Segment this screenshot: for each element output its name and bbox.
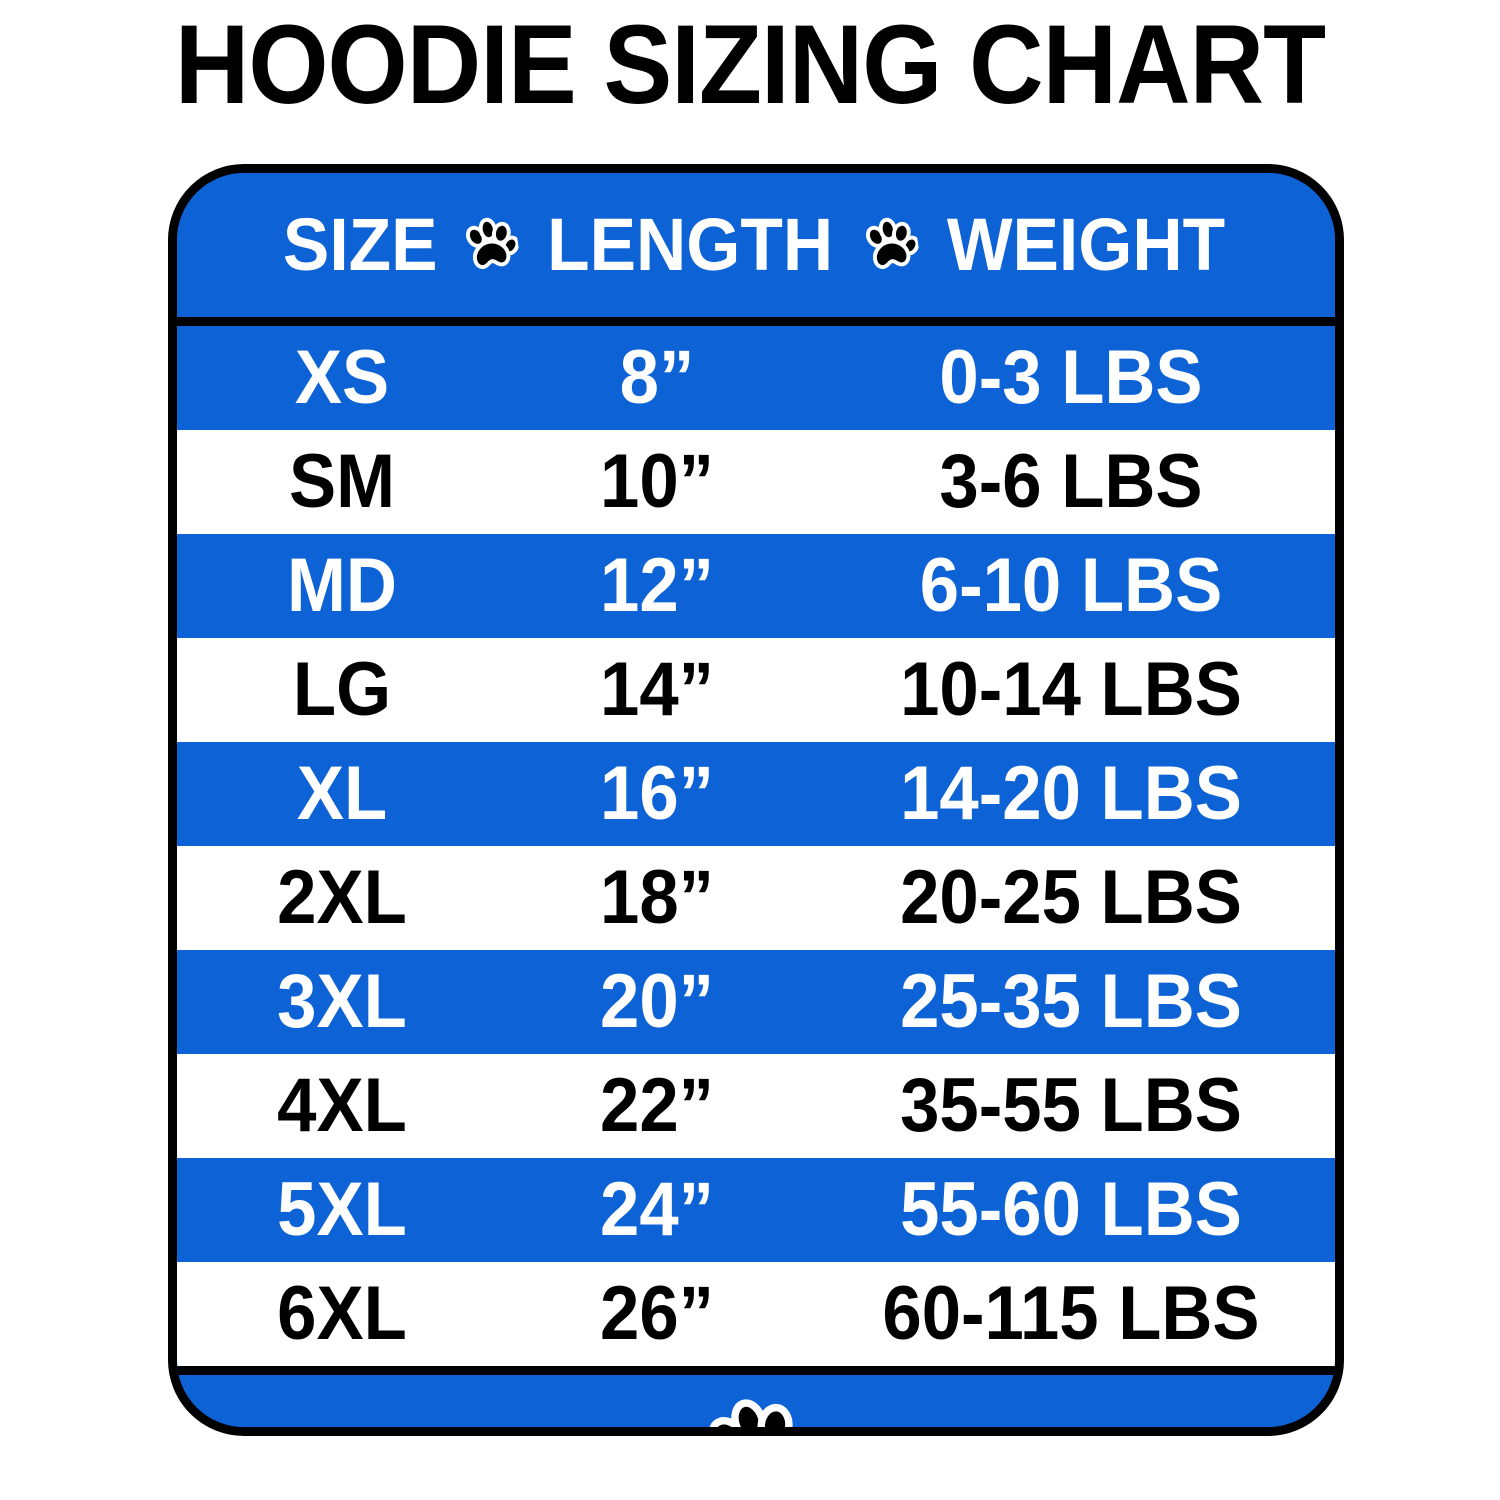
cell-size: 2XL xyxy=(277,855,407,940)
cell-size: 4XL xyxy=(277,1063,407,1148)
cell-length: 24” xyxy=(600,1167,714,1252)
cell-weight: 10-14 LBS xyxy=(900,647,1242,732)
table-row: XS 8” 0-3 LBS xyxy=(177,326,1335,430)
table-body: XS 8” 0-3 LBS SM 10” 3-6 LBS MD 12” 6-10 LBS LG 14… xyxy=(177,326,1335,1366)
table-row: XL 16” 14-20 LBS xyxy=(177,742,1335,846)
cell-size: XL xyxy=(296,751,388,836)
cell-weight: 3-6 LBS xyxy=(939,439,1203,524)
table-header-row: SIZE LENGTH xyxy=(177,173,1335,326)
cell-weight: 20-25 LBS xyxy=(900,855,1242,940)
paw-print-icon xyxy=(859,213,922,276)
cell-weight: 35-55 LBS xyxy=(900,1063,1242,1148)
cell-weight: 6-10 LBS xyxy=(919,543,1223,628)
table-row: SM 10” 3-6 LBS xyxy=(177,430,1335,534)
table-row: 5XL 24” 55-60 LBS xyxy=(177,1158,1335,1262)
cell-weight: 14-20 LBS xyxy=(900,751,1242,836)
cell-length: 18” xyxy=(600,855,714,940)
table-row: LG 14” 10-14 LBS xyxy=(177,638,1335,742)
cell-length: 10” xyxy=(600,439,714,524)
cell-length: 8” xyxy=(619,335,695,420)
cell-weight: 60-115 LBS xyxy=(882,1271,1260,1356)
table-row: 2XL 18” 20-25 LBS xyxy=(177,846,1335,950)
cell-size: MD xyxy=(287,543,397,628)
cell-size: SM xyxy=(288,439,396,524)
sizing-table-card: SIZE LENGTH xyxy=(168,164,1344,1436)
cell-length: 16” xyxy=(600,751,714,836)
page-title: HOODIE SIZING CHART xyxy=(174,2,1326,127)
cell-length: 12” xyxy=(600,543,714,628)
cell-weight: 0-3 LBS xyxy=(939,335,1203,420)
paw-print-icon xyxy=(459,213,522,276)
column-header-length: LENGTH xyxy=(547,203,834,286)
column-header-size: SIZE xyxy=(282,203,438,286)
column-header-weight: WEIGHT xyxy=(947,203,1226,286)
cell-length: 22” xyxy=(600,1063,714,1148)
cell-size: 3XL xyxy=(277,959,407,1044)
cell-length: 20” xyxy=(600,959,714,1044)
cell-weight: 25-35 LBS xyxy=(900,959,1242,1044)
cell-size: LG xyxy=(292,647,392,732)
cell-weight: 55-60 LBS xyxy=(900,1167,1242,1252)
table-footer xyxy=(177,1366,1335,1427)
table-row: 4XL 22” 35-55 LBS xyxy=(177,1054,1335,1158)
table-row: MD 12” 6-10 LBS xyxy=(177,534,1335,638)
table-row: 6XL 26” 60-115 LBS xyxy=(177,1262,1335,1366)
cell-length: 26” xyxy=(600,1271,714,1356)
cell-size: 5XL xyxy=(277,1167,407,1252)
cell-size: 6XL xyxy=(277,1271,407,1356)
table-row: 3XL 20” 25-35 LBS xyxy=(177,950,1335,1054)
cell-size: XS xyxy=(294,335,390,420)
cell-length: 14” xyxy=(600,647,714,732)
paw-print-icon xyxy=(692,1386,820,1427)
